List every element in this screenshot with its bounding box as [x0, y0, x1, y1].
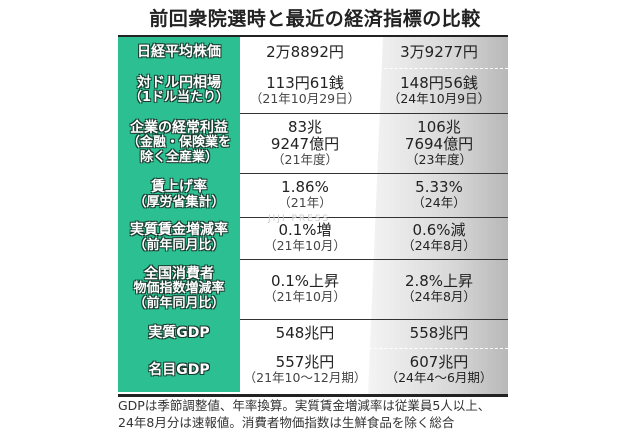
recent-value-cell: 607兆円 （24年4～6月期）: [370, 348, 508, 392]
table-row: 賃上げ率 （厚労省集計） 1.86% （21年） 5.33% （24年）: [118, 173, 508, 218]
prev-value: 557兆円: [275, 353, 335, 372]
recent-value: 148円56銭: [400, 73, 478, 92]
prev-value-cell: 0.1%増 （21年10月）: [240, 217, 370, 259]
row-label-line: 名目GDP: [148, 361, 210, 378]
footnote-line: GDPは季節調整値、年率換算。実質賃金増減率は従業員5人以上、: [118, 398, 491, 413]
table-row: 日経平均株価 2万8892円 3万9277円: [118, 37, 508, 69]
recent-value: 5.33%: [415, 178, 463, 197]
row-label-line: （前年同月比）: [133, 296, 225, 312]
prev-value-cell: 548兆円: [240, 319, 370, 348]
row-label-line: （1ドル当たり）: [128, 90, 230, 106]
table-row: 対ドル円相場 （1ドル当たり） 113円61銭 （21年10月29日） 148円56銭（…: [118, 68, 508, 114]
recent-value: 7694億円: [404, 134, 474, 153]
prev-value-cell: 83兆 9247億円 （21年度）: [240, 113, 370, 173]
recent-value: 558兆円: [409, 323, 469, 342]
prev-date-note: （21年10～12月期）: [243, 370, 367, 386]
footnote-line: 24年8月分は速報値。消費者物価指数は生鮮食品を除く総合: [118, 415, 455, 430]
prev-value-cell: 113円61銭 （21年10月29日）: [240, 68, 370, 113]
recent-value-cell: 106兆 7694億円 （23年度）: [370, 113, 508, 173]
recent-value: 3万9277円: [400, 42, 478, 61]
page-title: 前回衆院選時と最近の経済指標の比較: [149, 8, 481, 30]
row-label-line: 日経平均株価: [137, 44, 221, 61]
comparison-table: 日経平均株価 2万8892円 3万9277円 対ドル円相場 （1ドル当たり） 113円61…: [118, 35, 508, 397]
recent-value-cell: 558兆円: [370, 319, 508, 348]
table-row: 実質賃金増減率 （前年同月比） 0.1%増 （21年10月） 0.6%減 （24年8月）: [118, 217, 508, 260]
table-row: 名目GDP 557兆円 （21年10～12月期） 607兆円 （24年4～6月期）: [118, 348, 508, 392]
recent-value: 106兆: [417, 117, 461, 136]
recent-date-note: （24年8月）: [402, 289, 476, 305]
prev-value: 9247億円: [270, 134, 340, 153]
footnote: GDPは季節調整値、年率換算。実質賃金増減率は従業員5人以上、 24年8月分は速…: [118, 397, 490, 431]
row-label: 日経平均株価: [118, 37, 240, 68]
recent-value-cell: 5.33% （24年）: [370, 173, 508, 217]
row-label-line: 全国消費者: [144, 266, 214, 283]
row-label-line: （厚労省集計）: [133, 194, 225, 210]
row-label-line: 除く全産業）: [139, 150, 218, 166]
row-label: 実質賃金増減率 （前年同月比）: [118, 217, 240, 259]
row-label-line: 賃上げ率: [151, 179, 207, 196]
row-label-line: （金融・保険業を: [126, 135, 231, 151]
row-label-line: 実質GDP: [148, 325, 210, 342]
prev-value-cell: 557兆円 （21年10～12月期）: [240, 348, 370, 392]
watermark: JIJI PRESS: [268, 214, 331, 224]
prev-date-note: （21年10月）: [264, 289, 346, 305]
row-label: 全国消費者 物価指数増減率 （前年同月比）: [118, 259, 240, 319]
recent-date-note: （23年度）: [406, 152, 472, 168]
recent-value: 0.6%減: [412, 221, 466, 240]
row-label-line: 実質賃金増減率: [130, 222, 228, 239]
row-label-line: 物価指数増減率: [133, 281, 225, 297]
row-label-line: 企業の経常利益: [130, 120, 228, 137]
row-label: 名目GDP: [118, 348, 240, 392]
recent-column-background: [368, 37, 508, 394]
prev-value: 83兆: [287, 117, 323, 136]
prev-value: 113円61銭: [266, 73, 344, 92]
prev-value-cell: 1.86% （21年）: [240, 173, 370, 217]
recent-date-note: （24年8月）: [402, 238, 476, 254]
prev-date-note: （21年）: [278, 195, 332, 211]
recent-value-cell: 2.8%上昇 （24年8月）: [370, 259, 508, 319]
row-label: 賃上げ率 （厚労省集計）: [118, 173, 240, 217]
row-label: 対ドル円相場 （1ドル当たり）: [118, 68, 240, 113]
prev-value: 0.1%増: [278, 221, 332, 240]
prev-value-cell: 2万8892円: [240, 37, 370, 68]
prev-value-cell: 0.1%上昇 （21年10月）: [240, 259, 370, 319]
recent-value: 2.8%上昇: [404, 272, 474, 291]
row-label: 企業の経常利益 （金融・保険業を 除く全産業）: [118, 113, 240, 173]
table-row: 実質GDP 548兆円 558兆円: [118, 319, 508, 349]
row-label: 実質GDP: [118, 319, 240, 348]
recent-date-note: （24年10月9日）: [387, 90, 491, 106]
prev-value: 2万8892円: [266, 42, 344, 61]
row-label-line: 対ドル円相場: [137, 74, 221, 91]
table-row: 全国消費者 物価指数増減率 （前年同月比） 0.1%上昇 （21年10月） 2.8%上昇（…: [118, 259, 508, 320]
recent-value-cell: 3万9277円: [370, 37, 508, 68]
table-row: 企業の経常利益 （金融・保険業を 除く全産業） 83兆 9247億円 （21年度） 106兆…: [118, 113, 508, 174]
recent-value-cell: 148円56銭 （24年10月9日）: [370, 68, 508, 113]
prev-date-note: （21年10月29日）: [249, 90, 361, 106]
row-label-line: （前年同月比）: [133, 237, 225, 253]
prev-value: 548兆円: [275, 323, 335, 342]
recent-value: 607兆円: [409, 353, 469, 372]
prev-value: 0.1%上昇: [270, 272, 340, 291]
prev-date-note: （21年10月）: [264, 238, 346, 254]
recent-date-note: （24年）: [412, 195, 466, 211]
prev-value: 1.86%: [281, 178, 329, 197]
recent-value-cell: 0.6%減 （24年8月）: [370, 217, 508, 259]
prev-date-note: （21年度）: [272, 152, 338, 168]
recent-date-note: （24年4～6月期）: [385, 370, 493, 386]
